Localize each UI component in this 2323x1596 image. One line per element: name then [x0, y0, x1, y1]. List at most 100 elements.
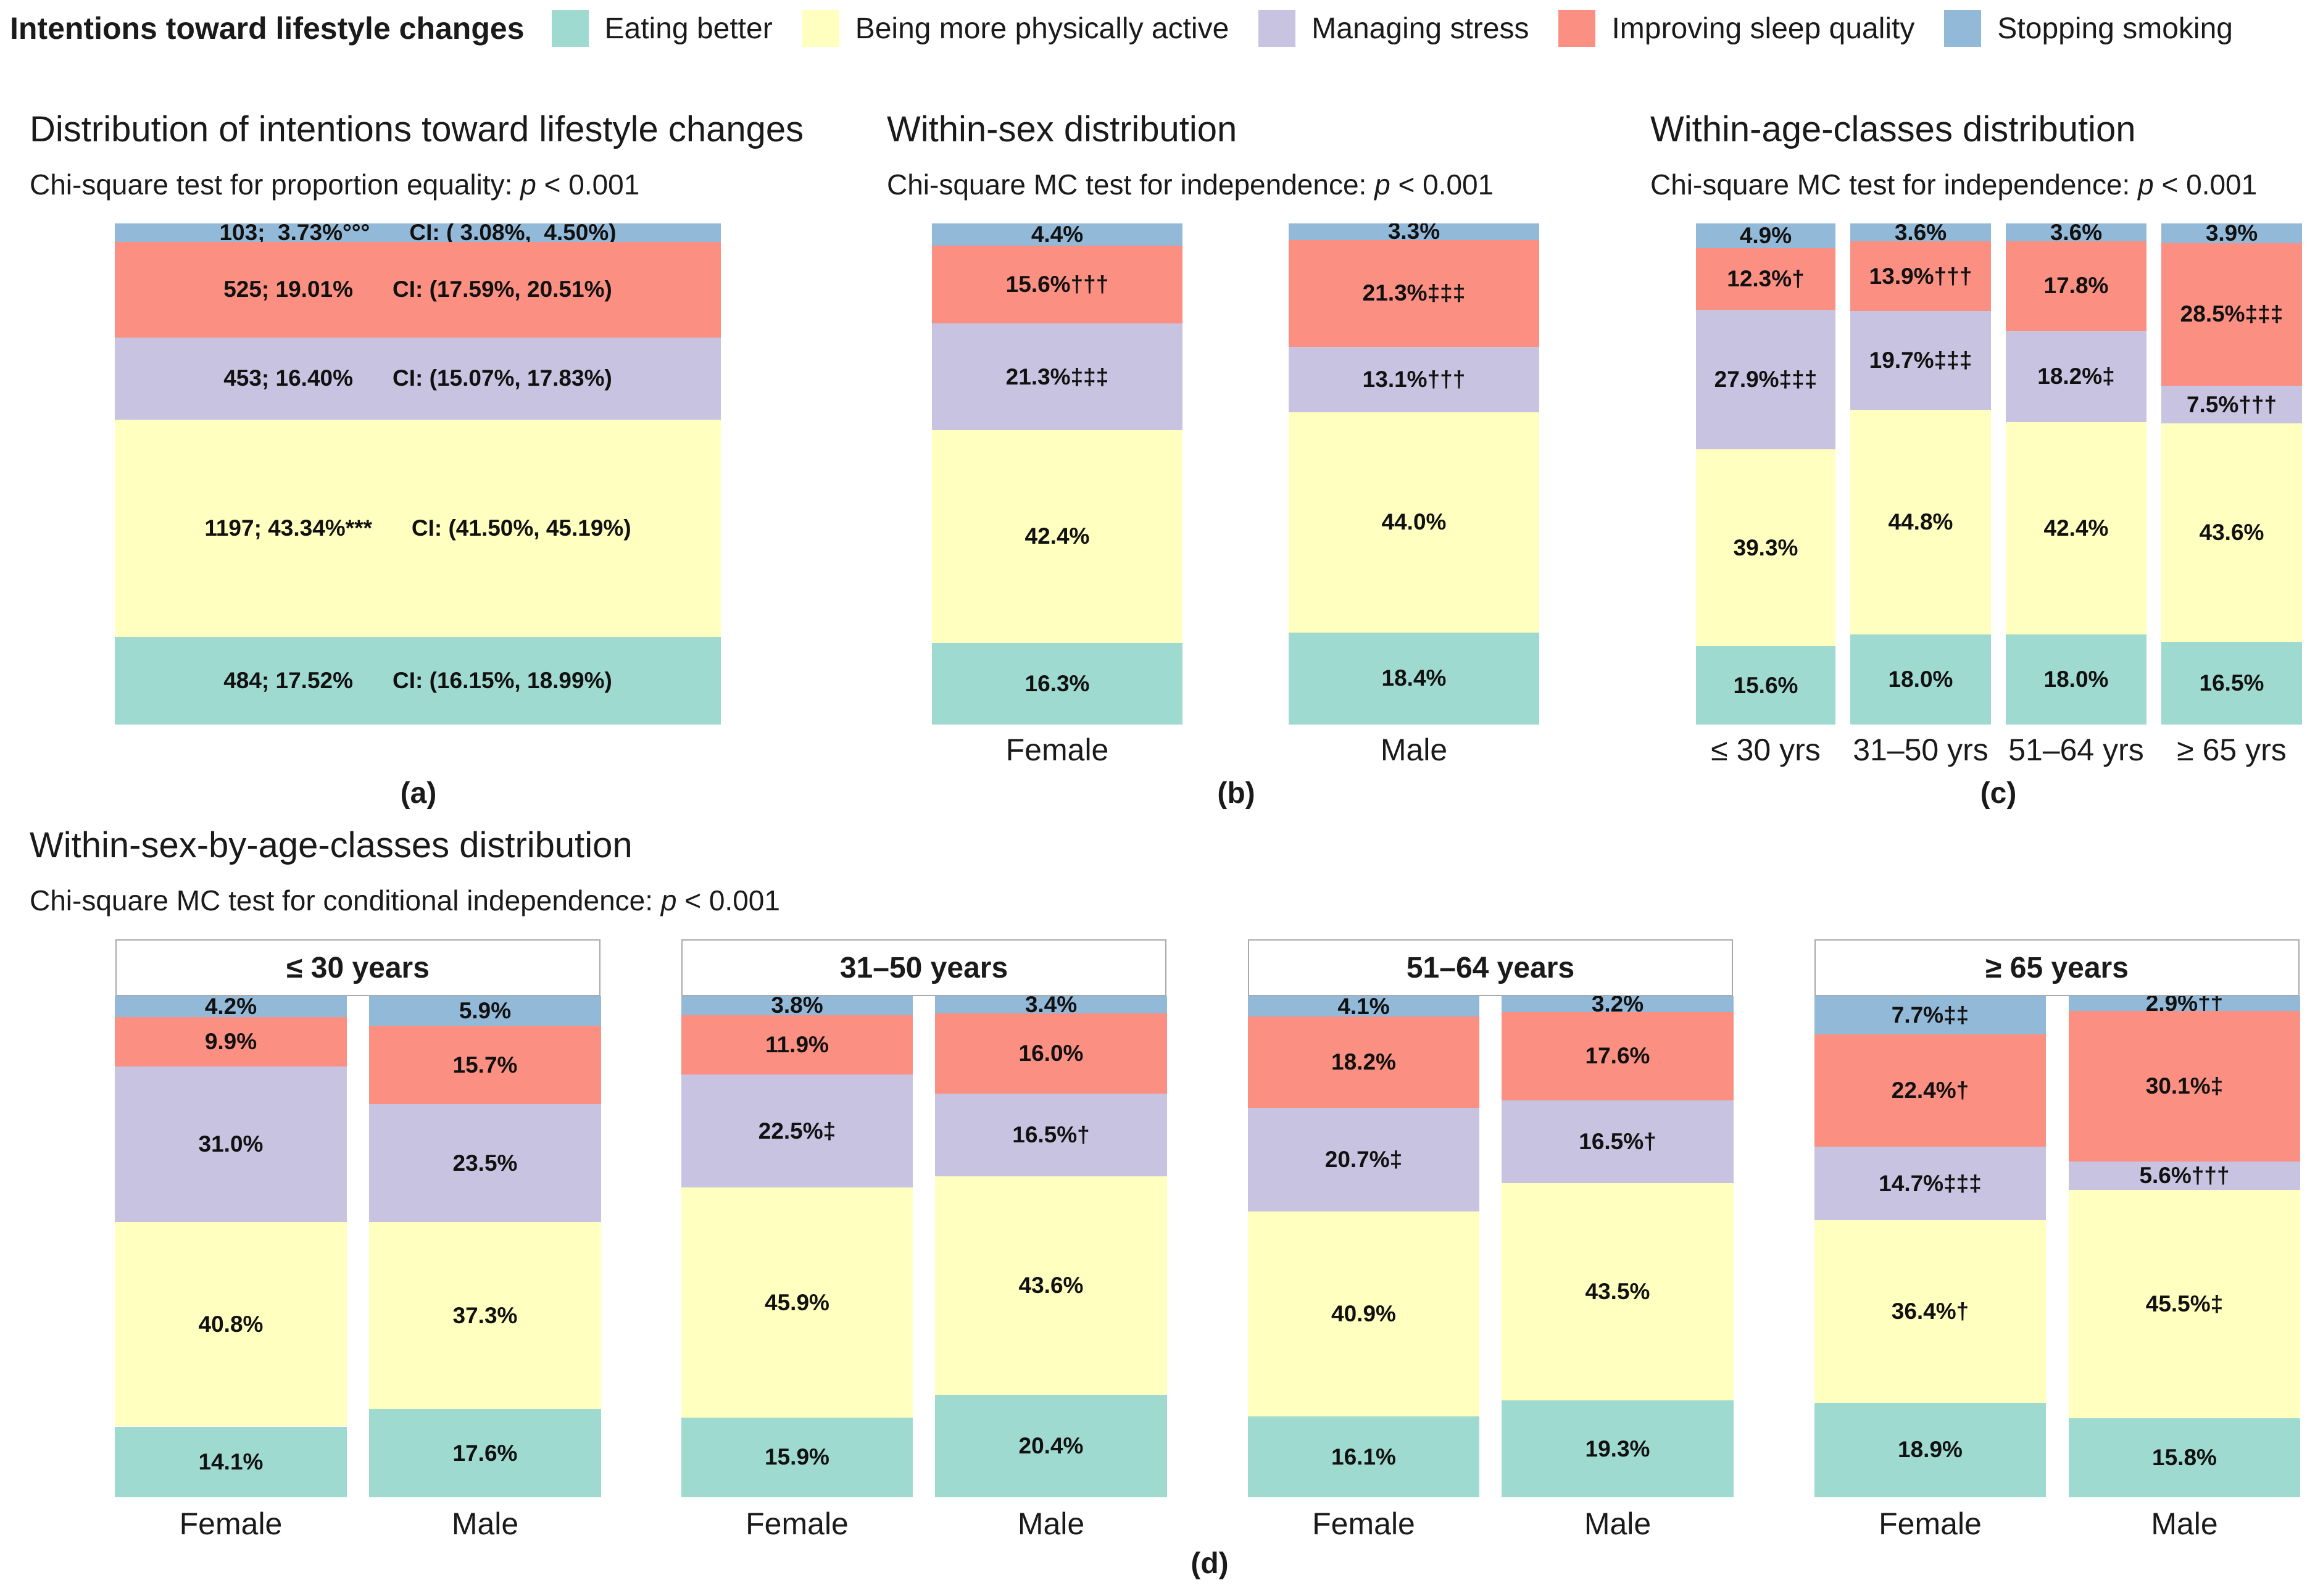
bar-segment-managing-stress: 13.1%††† [1289, 346, 1539, 412]
data-label: 16.5%† [1579, 1128, 1656, 1154]
data-label: 453; 16.40% [223, 365, 354, 391]
stacked-bar: 15.9% 45.9% 22.5%‡ 11.9% 3.8% [681, 996, 913, 1497]
facet-strip-label: ≥ 65 years [1985, 951, 2129, 984]
data-label: 484; 17.52% [223, 667, 354, 693]
facet-strip-age-31-50: 31–50 years [681, 939, 1166, 996]
bar-segment-stopping-smoking: 3.2% [1502, 996, 1734, 1012]
bar-segment-sleep-quality: 15.7% [369, 1025, 601, 1105]
bar-segment-physically-active: 42.4% [2006, 422, 2146, 634]
ci-label: CI: (16.15%, 18.99%) [393, 667, 612, 693]
bar-segment-sleep-quality: 18.2% [1248, 1016, 1479, 1108]
panel-d-label: (d) [1191, 1547, 1229, 1580]
data-label: 3.4% [1024, 996, 1078, 1013]
panel-c-title: Within-age-classes distribution [1650, 109, 2136, 149]
data-label: 44.0% [1381, 509, 1447, 535]
data-label: 22.5%‡ [758, 1118, 836, 1144]
bar-segment-sleep-quality: 28.5%‡‡‡ [2161, 243, 2302, 386]
bar-segment-managing-stress: 31.0% [115, 1066, 347, 1223]
data-label: 36.4%† [1891, 1299, 1969, 1324]
bar-segment-sleep-quality: 16.0% [935, 1013, 1167, 1094]
panel-c-p-symbol: p [2138, 168, 2154, 201]
data-label: 45.5%‡ [2145, 1291, 2224, 1316]
data-label: 7.5%††† [2186, 391, 2277, 417]
data-label: 9.9% [204, 1029, 257, 1055]
data-label: 15.9% [765, 1444, 829, 1470]
bar-segment-eating-better: 19.3% [1502, 1400, 1734, 1497]
data-label: 16.3% [1024, 670, 1090, 696]
data-label: 18.9% [1898, 1437, 1963, 1463]
legend-item-physically-active: Being more physically active [802, 10, 1229, 47]
data-label: 3.3% [1387, 223, 1440, 240]
panel-a-p-symbol: p [520, 168, 536, 201]
data-label: 103; 3.73%°°° [219, 223, 370, 243]
data-label: 12.3%† [1727, 265, 1805, 291]
data-label: 20.4% [1018, 1433, 1084, 1459]
stacked-bar: 19.3% 43.5% 16.5%† 17.6% 3.2% [1502, 996, 1734, 1497]
legend-label-stopping-smoking: Stopping smoking [1997, 12, 2233, 45]
data-label: 27.9%‡‡‡ [1714, 366, 1818, 392]
data-label: 13.9%††† [1869, 263, 1972, 289]
facet-strip-label: 31–50 years [839, 951, 1008, 984]
x-tick-label: Female [1312, 1507, 1415, 1541]
data-label: 2.9%†† [2145, 996, 2224, 1011]
x-tick-label: 51–64 yrs [2008, 733, 2144, 767]
legend-item-sleep-quality: Improving sleep quality [1558, 10, 1914, 47]
data-label: 21.3%‡‡‡ [1005, 364, 1109, 389]
x-tick-label: ≤ 30 yrs [1711, 733, 1821, 767]
panel-b-p-symbol: p [1374, 168, 1390, 201]
data-label: 14.7%‡‡‡ [1879, 1170, 1982, 1196]
data-label: 13.1%††† [1362, 366, 1466, 392]
panel-c-label: (c) [1980, 777, 2017, 810]
panel-b-title: Within-sex distribution [887, 109, 1237, 149]
bar-segment-eating-better: 15.6% [1696, 646, 1835, 725]
stacked-bar: 16.5% 43.6% 7.5%††† 28.5%‡‡‡ 3.9% [2161, 223, 2302, 725]
bar-segment-eating-better: 18.0% [1850, 634, 1991, 725]
data-label: 17.6% [1585, 1043, 1650, 1069]
data-label: 3.6% [1894, 223, 1947, 242]
panel-b-subtitle: Chi-square MC test for independence: p <… [887, 168, 1494, 201]
x-tick-label: 31–50 yrs [1853, 733, 1988, 767]
bar-segment-managing-stress: 453; 16.40% CI: (15.07%, 17.83%) [115, 337, 721, 420]
bar-segment-eating-better: 15.8% [2069, 1418, 2300, 1497]
facet-strip-label: 51–64 years [1406, 951, 1575, 984]
data-label: 1197; 43.34%*** [204, 515, 372, 541]
bar-segment-stopping-smoking: 4.1% [1248, 996, 1479, 1017]
bar-segment-eating-better: 18.9% [1814, 1402, 2046, 1497]
data-label: 43.6% [1018, 1272, 1084, 1298]
data-label: 30.1%‡ [2145, 1073, 2224, 1099]
legend-swatch-sleep-quality [1558, 10, 1596, 47]
x-tick-label: Male [451, 1507, 519, 1541]
bar-segment-sleep-quality: 13.9%††† [1850, 241, 1991, 312]
data-label: 3.2% [1591, 996, 1644, 1012]
bar-segment-physically-active: 42.4% [932, 430, 1182, 643]
data-label: 4.1% [1337, 996, 1390, 1017]
data-label: 18.2%‡ [2037, 363, 2115, 389]
bar-segment-managing-stress: 20.7%‡ [1248, 1108, 1479, 1212]
x-tick-label: Female [746, 1507, 849, 1541]
panel-c-subtitle: Chi-square MC test for independence: p <… [1650, 168, 2257, 201]
x-tick-label: Male [1017, 1507, 1085, 1541]
bar-segment-stopping-smoking: 4.2% [115, 996, 347, 1018]
data-label: 4.9% [1739, 223, 1792, 248]
stacked-bar: 14.1% 40.8% 31.0% 9.9% 4.2% [115, 996, 347, 1497]
data-label: 11.9% [765, 1032, 829, 1058]
legend-swatch-physically-active [802, 10, 839, 47]
bar-segment-eating-better: 484; 17.52% CI: (16.15%, 18.99%) [115, 636, 721, 725]
panel-a-title: Distribution of intentions toward lifest… [30, 109, 804, 149]
bar-segment-physically-active: 43.6% [2161, 423, 2302, 642]
facet-strip-age-65: ≥ 65 years [1814, 939, 2300, 996]
bar-segment-eating-better: 16.5% [2161, 642, 2302, 725]
bar-segment-eating-better: 20.4% [935, 1395, 1167, 1497]
ci-label: CI: (41.50%, 45.19%) [411, 515, 631, 541]
facet-strip-label: ≤ 30 years [286, 951, 430, 984]
legend-label-physically-active: Being more physically active [855, 12, 1229, 45]
stacked-bar: 20.4% 43.6% 16.5%† 16.0% 3.4% [935, 996, 1167, 1497]
stacked-bar: 18.4% 44.0% 13.1%††† 21.3%‡‡‡ 3.3% [1289, 223, 1539, 725]
legend-swatch-stopping-smoking [1944, 10, 1982, 47]
bar-segment-physically-active: 36.4%† [1814, 1220, 2046, 1403]
panel-a-p-value: < 0.001 [544, 168, 640, 201]
data-label: 7.7%‡‡ [1891, 1002, 1969, 1028]
data-label: 19.3% [1585, 1436, 1650, 1461]
stacked-bar: 18.0% 44.8% 19.7%‡‡‡ 13.9%††† 3.6% [1850, 223, 1991, 725]
bar-segment-physically-active: 45.5%‡ [2069, 1189, 2300, 1418]
